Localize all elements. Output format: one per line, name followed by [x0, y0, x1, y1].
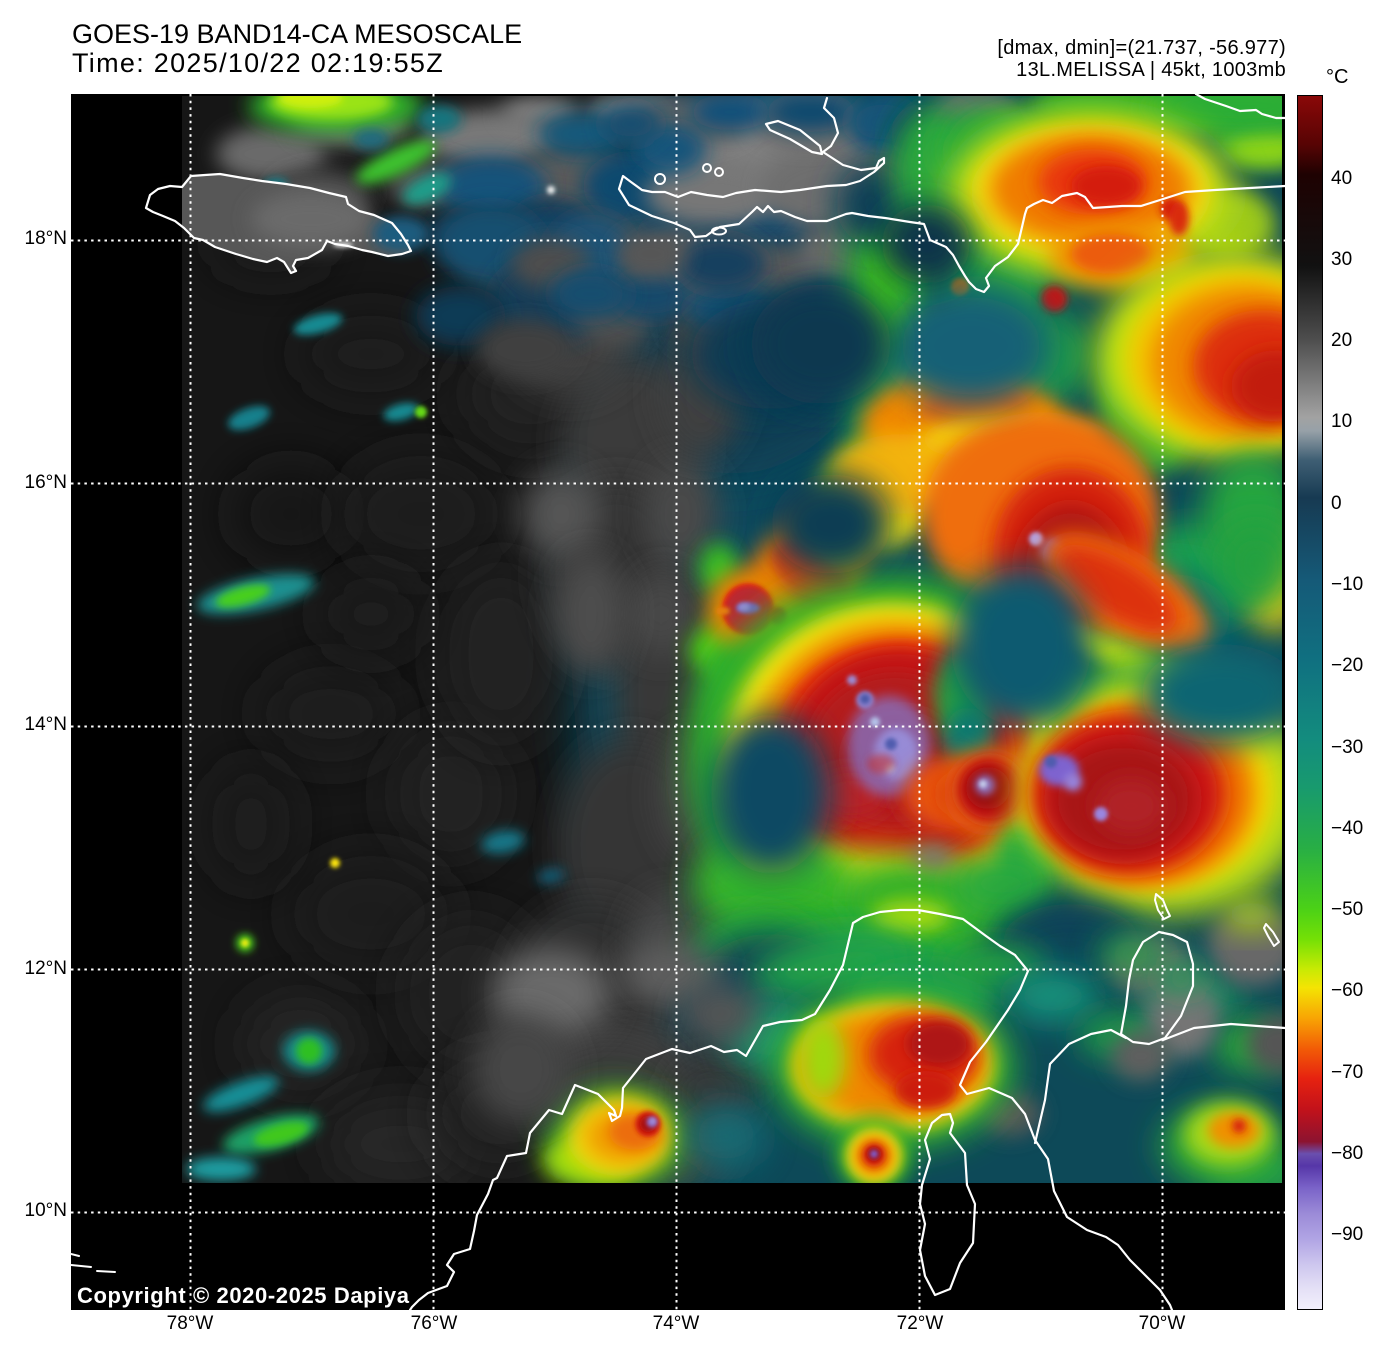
- svg-text:Copyright © 2020-2025 Dapiya: Copyright © 2020-2025 Dapiya: [77, 1283, 410, 1308]
